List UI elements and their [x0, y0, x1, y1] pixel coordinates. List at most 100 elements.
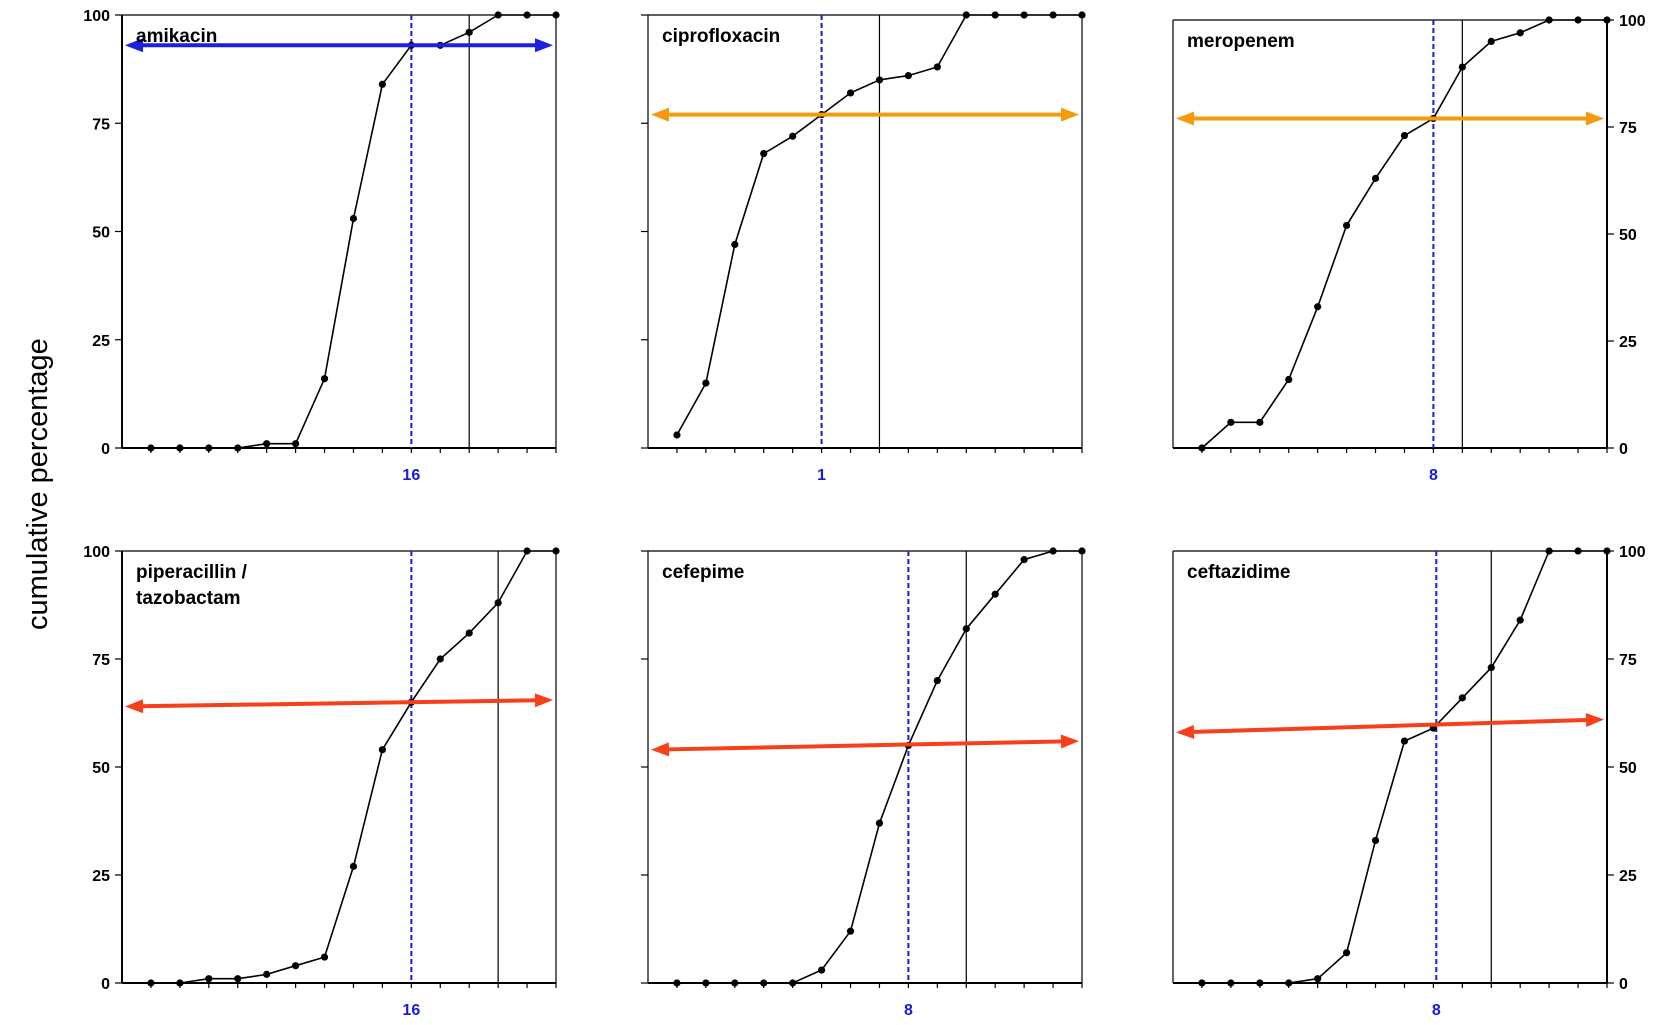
panel-title: meropenem — [1187, 31, 1295, 52]
data-point — [1487, 664, 1495, 672]
arrow-head-left — [651, 107, 669, 122]
breakpoint-label: 16 — [402, 467, 420, 484]
data-point — [1343, 949, 1351, 957]
data-point — [320, 375, 329, 383]
breakpoint-label: 1 — [817, 467, 826, 484]
data-point — [673, 431, 681, 439]
data-point — [349, 214, 358, 223]
y-tick-label: 25 — [92, 333, 110, 350]
data-point — [991, 11, 999, 19]
data-point — [846, 927, 855, 935]
data-point — [147, 444, 155, 452]
y-tick-label: 75 — [92, 652, 110, 669]
data-point — [1256, 979, 1264, 987]
y-tick-label: 100 — [1619, 544, 1646, 561]
data-point — [1285, 375, 1293, 384]
data-point — [234, 444, 242, 452]
panel-6: 0 25 50 75 100 8 ceftazidime — [1172, 544, 1646, 1019]
data-point — [1545, 547, 1553, 555]
data-point — [523, 547, 531, 555]
data-point — [1603, 547, 1611, 555]
data-point — [933, 677, 941, 685]
data-point — [1049, 11, 1057, 19]
y-tick-label: 25 — [1619, 334, 1637, 351]
y-tick-label: 75 — [92, 116, 110, 133]
data-point — [933, 63, 941, 71]
panel-4: 0 25 50 75 100 16 piperacillin / tazobactam — [83, 544, 560, 1019]
data-point — [1198, 979, 1206, 987]
data-point — [1371, 174, 1380, 182]
arrow-head-left — [125, 699, 144, 714]
data-point — [702, 979, 710, 987]
panel-5: 8 cefepime — [641, 547, 1086, 1019]
data-point — [1574, 16, 1582, 24]
data-point — [205, 975, 213, 983]
data-point — [789, 979, 797, 987]
data-point — [1574, 547, 1582, 555]
arrow-head-left — [1176, 724, 1195, 739]
data-point — [523, 11, 531, 19]
data-point — [465, 28, 473, 36]
y-tick-label: 25 — [1619, 868, 1637, 885]
y-tick-label: 100 — [83, 544, 110, 561]
series-line — [1201, 550, 1607, 984]
data-point — [962, 625, 970, 633]
panel-title: cefepime — [662, 562, 744, 583]
panel-title: ceftazidime — [1187, 562, 1290, 583]
data-point — [760, 149, 768, 158]
panel-2: 1 ciprofloxacin — [641, 11, 1086, 484]
data-point — [263, 970, 271, 978]
data-point — [1314, 975, 1322, 983]
data-point — [1314, 303, 1322, 311]
data-point — [465, 629, 473, 637]
data-point — [904, 72, 913, 80]
y-tick-label: 100 — [1619, 13, 1646, 30]
panel-1: 0 25 50 75 100 16 amikacin — [83, 8, 560, 484]
data-point — [1516, 616, 1524, 624]
panel-3: 0 25 50 75 100 8 meropenem — [1172, 13, 1646, 484]
y-tick-label: 0 — [1619, 976, 1628, 993]
arrow-head-right — [1586, 111, 1604, 126]
arrow-head-right — [1061, 107, 1079, 122]
data-point — [1603, 16, 1611, 24]
data-point — [1458, 63, 1466, 71]
data-point — [1516, 29, 1524, 37]
data-point — [1078, 547, 1086, 555]
data-point — [731, 240, 739, 249]
panel-title: amikacin — [136, 26, 217, 47]
y-tick-label: 50 — [92, 225, 110, 242]
data-point — [1285, 979, 1293, 987]
data-point — [436, 655, 444, 663]
data-point — [702, 379, 710, 387]
data-point — [1078, 11, 1086, 19]
data-point — [673, 979, 681, 987]
arrow-head-left — [651, 742, 670, 757]
data-point — [320, 953, 329, 961]
data-point — [760, 979, 768, 987]
data-point — [962, 11, 970, 19]
breakpoint-label: 8 — [1429, 467, 1438, 484]
y-tick-label: 0 — [101, 441, 110, 458]
series-line — [150, 14, 556, 449]
data-point — [1256, 418, 1264, 426]
y-tick-label: 0 — [101, 976, 110, 993]
data-point — [1400, 131, 1409, 140]
y-tick-label: 75 — [1619, 652, 1637, 669]
data-point — [378, 80, 386, 88]
series-line — [676, 550, 1082, 984]
y-tick-label: 75 — [1619, 120, 1637, 137]
data-point — [1227, 418, 1235, 426]
panel-title: piperacillin / — [136, 562, 248, 583]
data-point — [1545, 16, 1553, 24]
breakpoint-label: 16 — [402, 1002, 420, 1019]
data-point — [552, 11, 560, 19]
arrow-head-right — [534, 693, 553, 708]
y-tick-label: 0 — [1619, 441, 1628, 458]
data-point — [875, 819, 884, 827]
data-point — [494, 11, 502, 19]
data-point — [494, 599, 502, 607]
data-point — [263, 440, 271, 448]
arrow-head-left — [1176, 111, 1194, 126]
data-point — [846, 89, 855, 97]
